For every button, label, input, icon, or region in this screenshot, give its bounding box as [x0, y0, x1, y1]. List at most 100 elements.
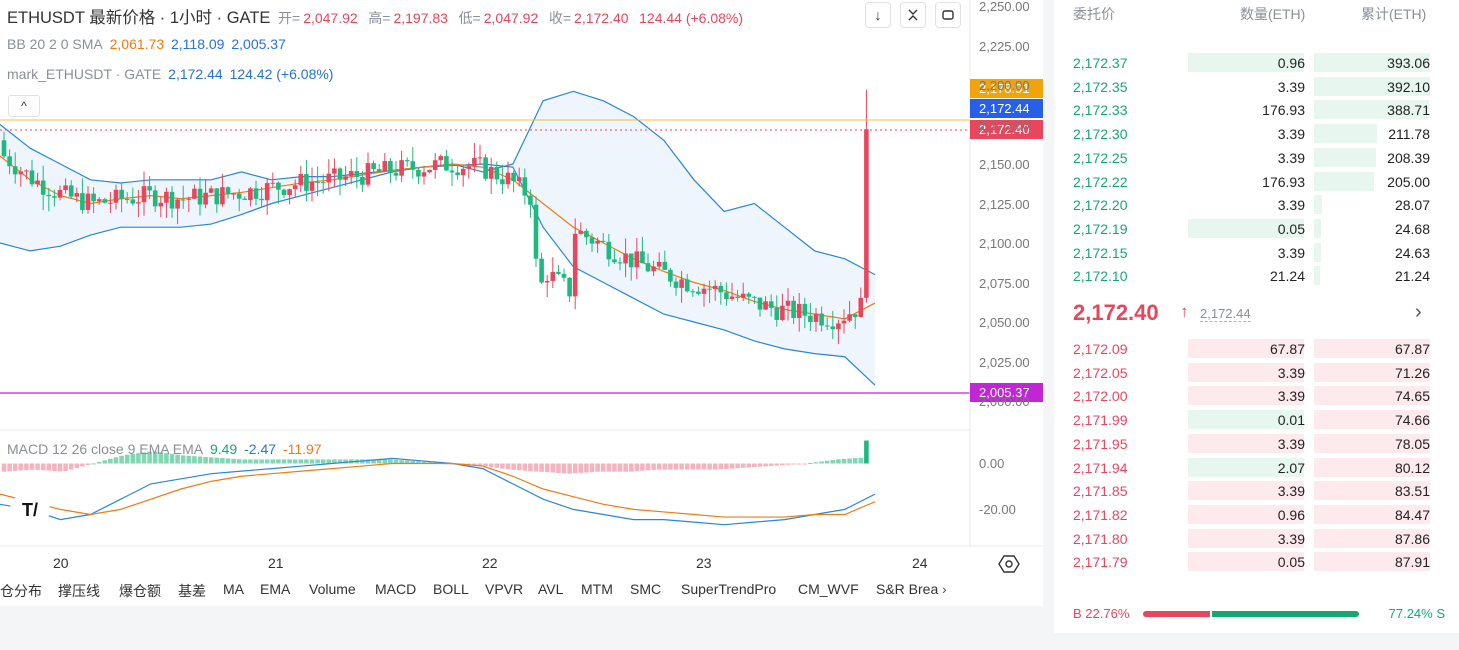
macd-legend[interactable]: MACD 12 26 close 9 EMA EMA 9.49 -2.47 -1… — [7, 441, 325, 457]
ask-row[interactable]: 2,172.10 21.24 21.24 — [1054, 264, 1459, 287]
macd-hist-bar — [24, 463, 29, 471]
ask-row[interactable]: 2,172.37 0.96 393.06 — [1054, 51, 1459, 74]
ask-row[interactable]: 2,172.35 3.39 392.10 — [1054, 75, 1459, 98]
indicator-tab[interactable]: 爆仓额 — [119, 583, 161, 599]
indicator-tab[interactable]: 仓分布 — [0, 583, 42, 599]
bid-row[interactable]: 2,171.82 0.96 84.47 — [1054, 503, 1459, 526]
candle-body — [108, 202, 113, 204]
open-group: 开= 2,047.92 — [278, 10, 361, 26]
bb-legend[interactable]: BB 20 2 0 SMA 2,061.73 2,118.09 2,005.37 — [7, 36, 289, 52]
indicator-tab[interactable]: SMC — [630, 581, 662, 597]
bid-row[interactable]: 2,171.94 2.07 80.12 — [1054, 456, 1459, 479]
indicator-tab[interactable]: EMA — [260, 581, 291, 597]
macd-hist-bar — [320, 459, 326, 464]
candle-body — [410, 161, 416, 170]
mark-legend[interactable]: mark_ETHUSDT · GATE 2,172.44 124.42 (+6.… — [7, 66, 336, 82]
macd-hist: -11.97 — [282, 441, 322, 457]
macd-hist-bar — [724, 463, 729, 470]
candle-body — [287, 189, 292, 195]
chevron-right-icon[interactable]: › — [942, 581, 947, 597]
indicator-tab[interactable]: 基差 — [178, 583, 206, 599]
candle-body — [119, 189, 124, 200]
macd-hist-bar — [208, 457, 214, 464]
bid-row[interactable]: 2,171.79 0.05 87.91 — [1054, 550, 1459, 573]
candle-body — [651, 266, 656, 272]
indicator-tab[interactable]: 撑压线 — [58, 583, 100, 599]
macd-axis-label: 0.00 — [979, 456, 1005, 471]
candle-body — [169, 191, 175, 209]
candle-body — [556, 271, 561, 274]
candle-body — [466, 166, 472, 169]
macd-hist-bar — [567, 463, 572, 474]
indicator-tab[interactable]: MA — [223, 581, 244, 597]
bid-row[interactable]: 2,172.09 67.87 67.87 — [1054, 337, 1459, 360]
candle-body — [544, 280, 550, 283]
bb-basis: 2,061.73 — [109, 36, 165, 52]
candle-body — [572, 233, 578, 297]
indicator-tab[interactable]: MTM — [581, 581, 613, 597]
indicator-tab[interactable]: BOLL — [433, 581, 469, 597]
macd-hist-bar — [192, 456, 197, 464]
indicator-tab[interactable]: AVL — [538, 581, 564, 597]
candle-body — [24, 170, 29, 172]
indicator-tab[interactable]: CM_WVF — [798, 581, 859, 597]
collapse-legend-button[interactable]: ^ — [8, 95, 40, 117]
macd-hist-bar — [292, 459, 298, 464]
macd-hist-bar — [164, 453, 169, 464]
ask-row[interactable]: 2,172.22 176.93 205.00 — [1054, 170, 1459, 193]
macd-hist-bar — [780, 463, 785, 466]
bid-row[interactable]: 2,172.00 3.39 74.65 — [1054, 384, 1459, 407]
candle-body — [292, 185, 298, 190]
settings-hex-icon[interactable] — [998, 554, 1020, 574]
macd-hist-bar — [858, 457, 864, 464]
ask-row[interactable]: 2,172.20 3.39 28.07 — [1054, 193, 1459, 216]
macd-hist-bar — [696, 463, 701, 470]
bid-row[interactable]: 2,171.80 3.39 87.86 — [1054, 527, 1459, 550]
layout-button[interactable] — [935, 2, 961, 28]
bid-row[interactable]: 2,172.05 3.39 71.26 — [1054, 361, 1459, 384]
row-price: 2,172.35 — [1073, 78, 1128, 95]
candle-body — [606, 241, 612, 260]
candle-body — [567, 277, 572, 297]
bid-row[interactable]: 2,171.99 0.01 74.66 — [1054, 408, 1459, 431]
ask-row[interactable]: 2,172.15 3.39 24.63 — [1054, 241, 1459, 264]
candle-body — [500, 179, 505, 185]
candle-body — [158, 202, 164, 207]
candle-body — [354, 171, 360, 177]
candle-body — [365, 163, 371, 185]
ask-row[interactable]: 2,172.30 3.39 211.78 — [1054, 122, 1459, 145]
indicator-tab[interactable]: S&R Brea — [876, 581, 939, 597]
indicator-tab[interactable]: VPVR — [485, 581, 524, 597]
chart-panel[interactable]: ETHUSDT 最新价格 · 1小时 · GATE 开= 2,047.92 高= 2… — [0, 0, 1044, 606]
bid-row[interactable]: 2,171.85 3.39 83.51 — [1054, 479, 1459, 502]
ask-row[interactable]: 2,172.33 176.93 388.71 — [1054, 98, 1459, 121]
row-qty: 3.39 — [1277, 364, 1305, 381]
ask-row[interactable]: 2,172.25 3.39 208.39 — [1054, 146, 1459, 169]
row-price: 2,171.95 — [1073, 435, 1128, 452]
row-qty: 0.05 — [1277, 554, 1305, 571]
candle-body — [673, 281, 679, 288]
macd-hist-bar — [416, 461, 421, 464]
compress-button[interactable] — [900, 2, 926, 28]
candle-body — [63, 185, 68, 190]
y-axis-label: 2,000.00 — [979, 394, 1030, 409]
indicator-tab[interactable]: MACD — [375, 581, 417, 597]
macd-hist-bar — [343, 459, 348, 464]
macd-hist-bar — [662, 463, 668, 470]
row-qty: 176.93 — [1262, 102, 1305, 119]
chevron-right-icon[interactable]: › — [1415, 301, 1422, 323]
row-qty: 0.05 — [1277, 220, 1305, 237]
bid-row[interactable]: 2,171.95 3.39 78.05 — [1054, 432, 1459, 455]
row-qty: 3.39 — [1277, 435, 1305, 452]
ask-row[interactable]: 2,172.19 0.05 24.68 — [1054, 217, 1459, 240]
indicator-tab[interactable]: Volume — [309, 581, 356, 597]
macd-hist-bar — [707, 463, 712, 470]
candle-body — [584, 230, 589, 238]
tradingview-logo[interactable]: T/ — [10, 492, 50, 528]
arrow-down-button[interactable]: ↓ — [865, 2, 891, 28]
candle-body — [276, 182, 281, 190]
macd-hist-bar — [824, 460, 830, 464]
price-chart-svg[interactable] — [0, 0, 1043, 606]
indicator-tab[interactable]: SuperTrendPro — [681, 581, 777, 597]
macd-hist-bar — [326, 459, 332, 464]
